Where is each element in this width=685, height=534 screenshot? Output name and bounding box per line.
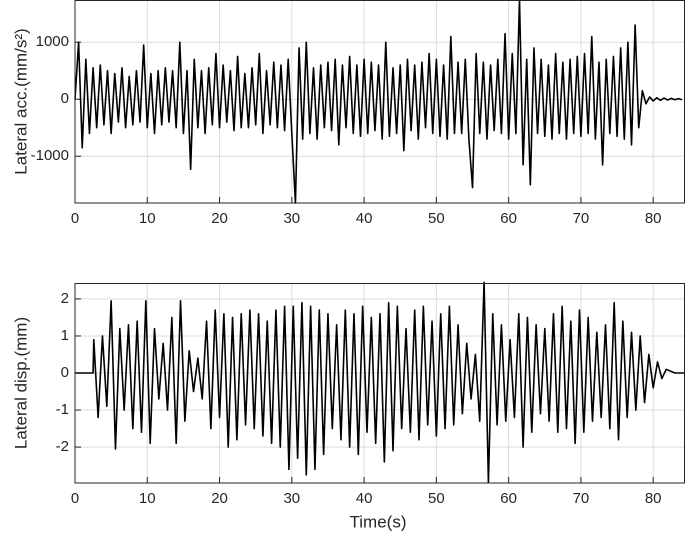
x-tick-label: 20 (211, 490, 228, 507)
x-axis-label: Time(s) (350, 512, 407, 531)
x-tick-label: 0 (71, 210, 79, 227)
x-tick-label: 80 (645, 210, 662, 227)
x-tick-label: 60 (500, 490, 517, 507)
y-tick-label: 1 (61, 327, 69, 344)
x-tick-label: 70 (573, 490, 590, 507)
x-tick-label: 30 (283, 210, 300, 227)
y-tick-label: -1 (56, 401, 69, 418)
x-tick-label: 80 (645, 490, 662, 507)
x-tick-label: 40 (356, 490, 373, 507)
x-tick-label: 60 (500, 210, 517, 227)
x-tick-label: 50 (428, 210, 445, 227)
y-tick-label: 0 (61, 364, 69, 381)
x-tick-label: 20 (211, 210, 228, 227)
x-tick-label: 40 (356, 210, 373, 227)
y-axis-label: Lateral acc.(mm/s²) (11, 28, 30, 174)
y-axis-label: Lateral disp.(mm) (11, 317, 30, 449)
x-tick-label: 70 (573, 210, 590, 227)
x-tick-label: 10 (139, 210, 156, 227)
y-tick-label: 1000 (36, 33, 69, 50)
x-tick-label: 50 (428, 490, 445, 507)
data-line (74, 0, 683, 204)
x-tick-label: 30 (283, 490, 300, 507)
y-tick-label: -1000 (31, 147, 69, 164)
y-tick-label: 0 (61, 90, 69, 107)
x-tick-label: 0 (71, 490, 79, 507)
y-tick-label: -2 (56, 438, 69, 455)
x-tick-label: 10 (139, 490, 156, 507)
y-tick-label: 2 (61, 290, 69, 307)
data-line (75, 281, 685, 484)
